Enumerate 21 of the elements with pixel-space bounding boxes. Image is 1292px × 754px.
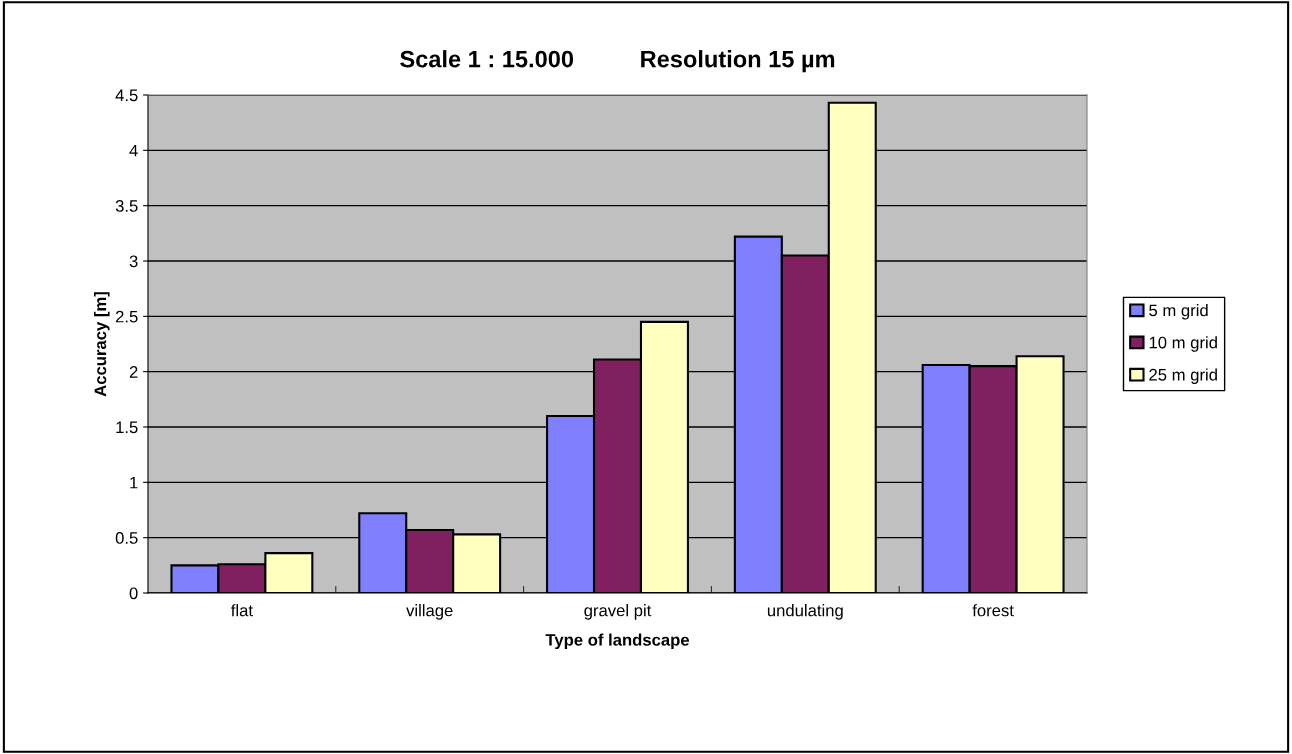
y-tick-label: 2.5: [115, 310, 138, 323]
chart-title: Scale 1 : 15.000 Resolution 15 µm: [400, 50, 835, 73]
y-tick-label: 4.5: [115, 89, 138, 102]
legend-label: 5 m grid: [1149, 304, 1208, 320]
legend-label: 10 m grid: [1149, 336, 1217, 352]
y-tick-label: 0.5: [115, 532, 138, 544]
y-tick-label: 4: [129, 144, 138, 157]
x-tick-label: forest: [972, 604, 1014, 617]
x-tick-label: flat: [231, 604, 253, 617]
x-tick-label: gravel pit: [584, 604, 652, 620]
x-tick-label: village: [406, 604, 453, 620]
y-tick-label: 3.5: [115, 200, 138, 212]
y-axis-title: Accuracy [m]: [94, 292, 110, 397]
y-tick-label: 1: [130, 476, 138, 489]
y-tick-label: 1.5: [116, 421, 138, 434]
y-tick-label: 0: [129, 587, 138, 600]
x-axis-title: Type of landscape: [545, 633, 690, 650]
legend-label: 25 m grid: [1149, 368, 1217, 384]
y-tick-label: 2: [129, 366, 138, 378]
x-tick-label: undulating: [767, 604, 843, 620]
y-tick-label: 3: [129, 255, 138, 268]
